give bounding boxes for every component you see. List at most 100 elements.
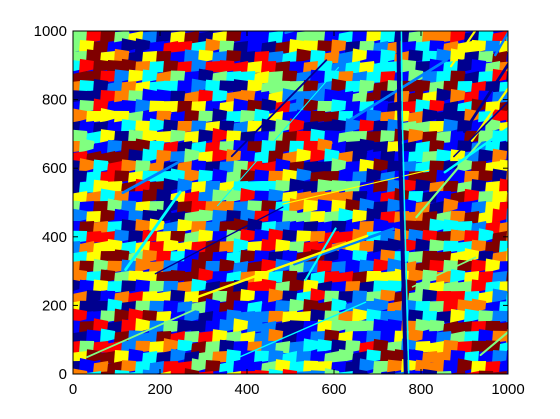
heatmap-cell [107,238,124,253]
heatmap-cell [506,169,508,183]
heatmap-cell [485,321,502,333]
heatmap-cell [275,281,292,293]
heatmap-cell [436,371,452,374]
heatmap-cell [506,71,508,83]
boundary-streak [217,66,340,207]
heatmap-cell [247,120,264,133]
heatmap-cell [170,51,187,63]
heatmap-cell [86,211,103,223]
heatmap-cell [422,229,439,243]
heatmap-cell [135,318,152,333]
heatmap-cell [443,298,460,313]
heatmap-cell [359,320,376,333]
heatmap-cell [226,291,243,303]
heatmap-cell [121,81,138,93]
heatmap-cell [324,51,341,64]
heatmap-cell [226,331,243,343]
heatmap-cell [478,271,495,283]
heatmap-cell [415,121,432,134]
heatmap-cell [86,191,103,204]
heatmap-cell [114,229,131,243]
heatmap-cell [233,318,250,333]
heatmap-cell [471,59,488,73]
heatmap-cell [422,131,439,143]
heatmap-cell [408,349,425,363]
heatmap-cell [198,89,215,103]
heatmap-cell [79,99,96,113]
heatmap-cell [156,271,173,283]
heatmap-cell [457,221,474,233]
heatmap-cell [100,70,117,83]
heatmap-cell [478,211,495,224]
heatmap-cell [142,309,159,323]
heatmap-cell [100,351,117,364]
heatmap-cell [345,61,362,74]
heatmap-cell [464,188,481,203]
heatmap-cell [485,301,502,314]
heatmap-cell [499,240,508,253]
heatmap-cell [450,70,467,83]
heatmap-cell [338,171,355,183]
heatmap-cell [156,311,173,323]
heatmap-cell [268,349,285,363]
heatmap-cell [331,281,348,293]
heatmap-cell [240,71,257,83]
heatmap-cell [422,351,439,363]
heatmap-cell [338,31,355,44]
heatmap-cell [387,381,404,394]
heatmap-cell [429,121,446,133]
heatmap-cell [135,219,152,233]
heatmap-cell [128,111,145,124]
heatmap-cell [345,141,362,153]
heatmap-cell [73,108,89,123]
heatmap-cell [345,161,362,173]
heatmap-cell [226,31,243,43]
heatmap-cell [163,41,180,54]
heatmap-cell [408,268,425,283]
heatmap-cell [275,41,292,54]
heatmap-cell [114,369,130,374]
heatmap-cell [212,148,229,163]
heatmap-cell [478,51,495,63]
heatmap-cell [191,78,208,93]
heatmap-cell [373,179,390,193]
heatmap-cell [121,360,138,373]
heatmap-cells [73,31,530,394]
heatmap-cell [212,231,229,243]
heatmap-cell [338,349,355,363]
heatmap-cell [198,251,215,263]
heatmap-cell [485,258,502,273]
heatmap-cell [429,160,446,173]
heatmap-cell [275,101,292,113]
heatmap-cell [93,300,110,313]
heatmap-cell [436,31,453,43]
heatmap-cell [191,141,208,154]
heatmap-cell [506,53,508,64]
heatmap-cell [163,141,180,154]
boundary-streak [230,59,328,158]
heatmap-cell [506,350,508,363]
heatmap-cell [219,120,236,133]
heatmap-cell [254,331,271,344]
heatmap-cell [331,339,348,353]
heatmap-cell [422,108,439,123]
heatmap-cell [429,281,446,294]
heatmap-cell [212,168,229,183]
heatmap-cell [219,339,236,353]
heatmap-cell [289,278,306,293]
heatmap-cell [170,231,187,243]
heatmap-cell [135,361,152,373]
heatmap-cell [513,121,530,133]
heatmap-cell [296,371,312,374]
heatmap-cell [73,331,89,344]
heatmap-cell [114,208,131,223]
heatmap-cell [205,381,222,393]
heatmap-cell [513,299,530,313]
heatmap-cell [338,51,355,64]
heatmap-cell [212,291,229,303]
heatmap-cell [156,89,173,103]
heatmap-cell [100,31,117,43]
heatmap-cell [478,329,495,343]
heatmap-cell [464,151,481,163]
heatmap-cell [156,110,173,123]
